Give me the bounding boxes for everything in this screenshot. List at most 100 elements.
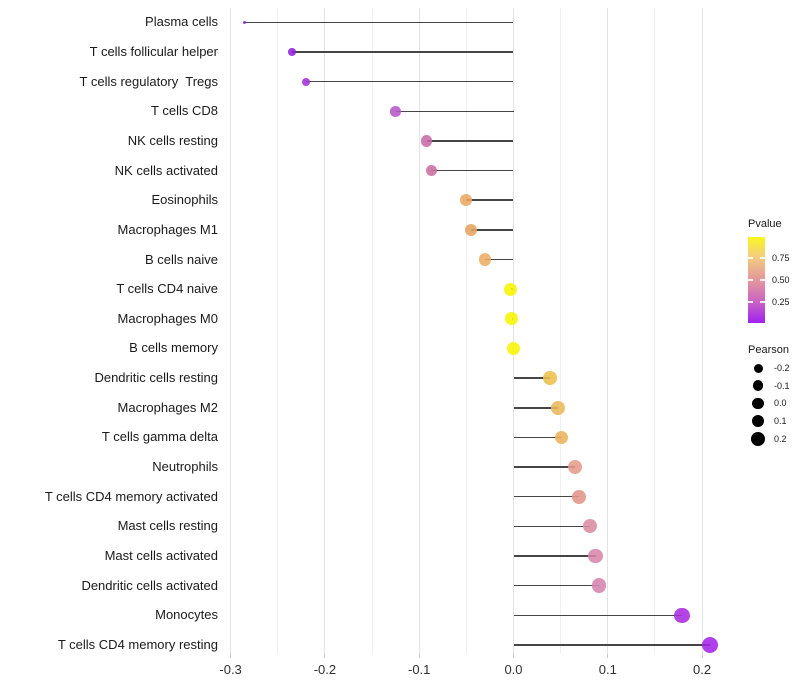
x-axis-tick — [607, 654, 609, 658]
x-axis-tick-label: -0.1 — [407, 662, 431, 677]
gridline-major — [324, 8, 326, 654]
y-axis-label: Macrophages M2 — [117, 399, 218, 415]
pvalue-colorbar-label: 0.75 — [772, 253, 790, 263]
y-axis-label: NK cells resting — [127, 132, 218, 148]
lollipop-dot — [543, 371, 558, 385]
y-axis-label: T cells CD8 — [151, 103, 218, 119]
pvalue-colorbar-tick — [760, 257, 765, 259]
lollipop-dot — [243, 20, 247, 24]
lollipop-dot — [554, 430, 569, 445]
lollipop-stem — [513, 436, 562, 439]
x-axis-tick — [513, 654, 514, 658]
y-axis-label: Plasma cells — [145, 14, 218, 30]
y-axis-label: T cells CD4 memory activated — [44, 488, 218, 504]
y-axis-label: T cells regulatory Tregs — [79, 73, 218, 89]
lollipop-dot — [425, 164, 438, 177]
lollipop-stem — [426, 140, 514, 142]
pearson-legend-dot — [751, 431, 765, 446]
lollipop-stem — [513, 495, 579, 498]
pearson-legend-dot — [752, 380, 764, 391]
x-axis-tick — [230, 654, 232, 658]
lollipop-stem — [513, 525, 590, 528]
gridline-major — [607, 8, 609, 654]
pearson-legend-label: -0.2 — [774, 363, 790, 373]
x-axis-tick-label: 0.1 — [598, 662, 617, 677]
y-axis-label: Neutrophils — [152, 459, 218, 475]
y-axis-label: Monocytes — [155, 607, 218, 623]
pvalue-legend-title: Pvalue — [748, 218, 782, 230]
pearson-legend-label: 0.0 — [774, 398, 787, 409]
y-axis-label: T cells gamma delta — [101, 429, 218, 445]
lollipop-stem — [513, 614, 683, 617]
lollipop-dot — [571, 489, 586, 504]
pearson-legend-label: -0.1 — [774, 380, 790, 391]
gridline-minor — [371, 8, 373, 654]
lollipop-dot — [464, 223, 478, 236]
pearson-legend-dot — [751, 414, 765, 428]
lollipop-stem — [306, 80, 514, 83]
lollipop-dot — [460, 194, 473, 207]
lollipop-stem — [291, 51, 514, 53]
y-axis-label: T cells CD4 memory resting — [57, 636, 218, 652]
gridline-minor — [465, 8, 467, 654]
pvalue-colorbar-tick — [748, 301, 753, 303]
y-axis-label: Dendritic cells activated — [81, 577, 218, 593]
lollipop-stem — [431, 169, 514, 172]
y-axis-label: Macrophages M1 — [117, 221, 218, 237]
lollipop-stem — [513, 644, 710, 646]
lollipop-dot — [567, 460, 582, 475]
pvalue-colorbar-label: 0.25 — [772, 297, 790, 307]
pvalue-colorbar-tick — [760, 279, 765, 281]
gridline-major — [418, 8, 420, 654]
lollipop-dot — [507, 341, 520, 355]
lollipop-dot — [288, 48, 296, 56]
lollipop-stem — [513, 555, 596, 557]
gridline-minor — [560, 8, 562, 654]
y-axis-label: B cells naive — [145, 251, 218, 267]
lollipop-dot — [701, 636, 718, 653]
lollipop-dot — [550, 400, 565, 415]
x-axis-tick-label: -0.2 — [313, 662, 337, 677]
pvalue-colorbar-tick — [748, 279, 753, 281]
lollipop-dot — [478, 253, 492, 266]
gridline-major — [513, 8, 514, 654]
gridline-minor — [277, 8, 279, 654]
y-axis-label: Mast cells resting — [117, 518, 218, 534]
lollipop-stem — [513, 377, 551, 379]
pearson-legend-label: 0.1 — [774, 416, 787, 427]
gridline-major — [230, 8, 232, 654]
lollipop-stem — [485, 258, 514, 261]
lollipop-stem — [244, 21, 514, 24]
x-axis-tick — [418, 654, 420, 658]
lollipop-dot — [505, 312, 519, 326]
y-axis-label: Mast cells activated — [104, 548, 218, 563]
pearson-legend-title: Pearson — [748, 344, 789, 356]
x-axis-tick — [324, 654, 326, 658]
gridline-major — [701, 8, 703, 654]
x-axis-tick-label: 0.0 — [504, 662, 523, 677]
lollipop-stem — [513, 584, 600, 587]
y-axis-label: T cells CD4 naive — [116, 281, 218, 297]
plot-panel — [227, 8, 746, 654]
lollipop-dot — [588, 548, 603, 564]
lollipop-stem — [513, 466, 575, 468]
lollipop-stem — [395, 110, 514, 112]
y-axis-label: T cells follicular helper — [89, 43, 218, 59]
x-axis-tick — [701, 654, 703, 658]
y-axis-label: Macrophages M0 — [117, 310, 218, 326]
y-axis-label: B cells memory — [129, 340, 218, 356]
pearson-legend-label: 0.2 — [774, 433, 787, 444]
lollipop-stem — [466, 199, 514, 201]
lollipop-dot — [302, 77, 310, 86]
pearson-legend-dot — [753, 363, 763, 373]
lollipop-dot — [592, 578, 607, 593]
y-axis-label: Eosinophils — [151, 192, 219, 208]
pvalue-colorbar-tick — [760, 301, 765, 303]
lollipop-dot — [582, 519, 597, 534]
lollipop-dot — [390, 105, 401, 117]
gridline-minor — [654, 8, 656, 654]
lollipop-stem — [471, 229, 514, 231]
lollipop-dot — [674, 607, 691, 624]
lollipop-stem — [513, 407, 558, 409]
